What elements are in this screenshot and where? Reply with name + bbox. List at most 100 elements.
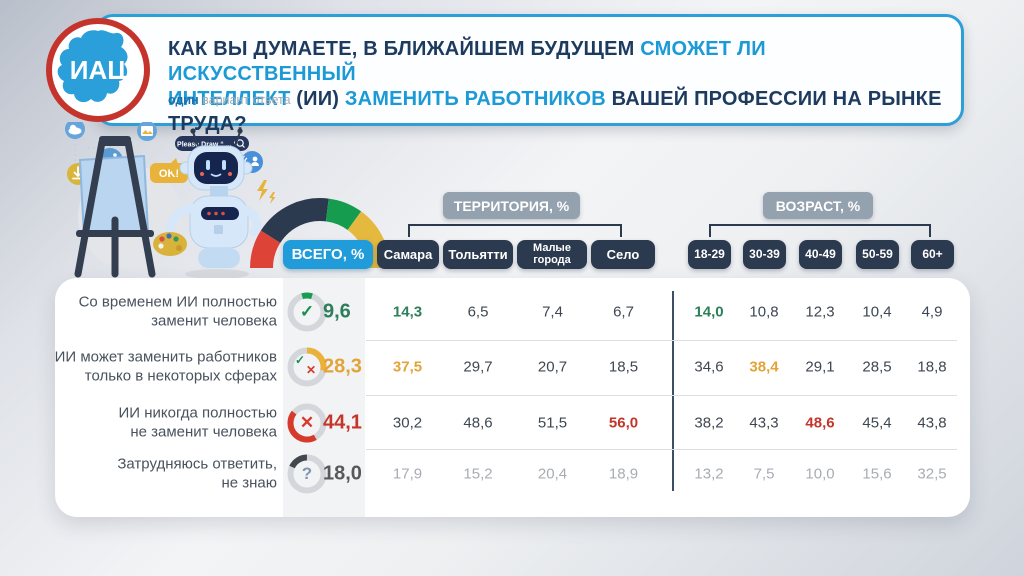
donut-glyph-check: ✓	[299, 302, 315, 321]
data-cell: 14,0	[694, 303, 724, 321]
answer-mode-note: один вариант ответа	[168, 93, 291, 107]
question-segment: ВАШЕЙ ПРОФЕССИИ НА РЫНКЕ ТРУДА?	[168, 88, 942, 135]
data-cell: 38,4	[749, 358, 779, 376]
donut-glyph-x: ✕	[299, 413, 315, 432]
answer-donut: ✕ ✓	[287, 347, 327, 387]
question-segment: ИНТЕЛЛЕКТ	[168, 88, 297, 110]
data-cell: 34,6	[694, 358, 724, 376]
data-cell: 32,5	[917, 465, 947, 483]
data-cell: 18,8	[917, 358, 947, 376]
donut-x-glyph: ✕	[306, 363, 317, 377]
data-cell: 20,4	[537, 465, 568, 483]
data-cell: 6,5	[467, 303, 489, 321]
logo-text: ИАЦ	[70, 55, 126, 85]
robot-illustration: OK! Please Draw “ ... ”	[65, 122, 276, 279]
question-segment: ЗАМЕНИТЬ РАБОТНИКОВ	[344, 88, 612, 110]
data-cell: 56,0	[608, 414, 639, 432]
data-cell: 20,7	[537, 358, 568, 376]
group-divider-line	[672, 291, 674, 491]
total-value: 28,3	[323, 355, 362, 378]
question-segment: КАК ВЫ ДУМАЕТЕ, В БЛИЖАЙШЕМ БУДУЩЕМ	[168, 38, 641, 60]
robot-body	[189, 195, 249, 249]
data-cell: 4,9	[921, 303, 943, 321]
cursor-arrow-icon	[166, 158, 178, 173]
data-cell: 7,5	[753, 465, 775, 483]
row-separator	[366, 395, 957, 396]
answer-donut: ✕	[287, 403, 327, 443]
column-pill: 60+	[911, 240, 954, 269]
answer-mode-rest: вариант ответа	[198, 93, 291, 107]
question-segment: (ИИ)	[296, 88, 345, 110]
easel	[74, 136, 156, 278]
bracket-age	[709, 224, 931, 237]
data-table-card: Со временем ИИ полностью заменит человека…	[55, 278, 970, 517]
total-value: 18,0	[323, 462, 362, 485]
data-cell: 12,3	[805, 303, 835, 321]
data-cell: 18,9	[608, 465, 639, 483]
gauge-segment-red	[250, 230, 281, 269]
data-cell: 29,7	[463, 358, 493, 376]
cloud-icon	[65, 122, 85, 139]
answer-donut: ✓	[287, 292, 327, 332]
row-label: Затрудняюсь ответить, не знаю	[117, 455, 277, 492]
data-cell: 10,4	[862, 303, 892, 321]
column-pill: 18-29	[688, 240, 731, 269]
data-cell: 29,1	[805, 358, 835, 376]
row-separator	[366, 448, 957, 450]
data-cell: 17,9	[392, 465, 423, 483]
answer-donut: ?	[287, 454, 327, 494]
column-pill: 40-49	[799, 240, 842, 269]
donut-glyph-question: ?	[301, 464, 313, 483]
data-cell: 7,4	[542, 303, 563, 321]
column-pill: Тольятти	[443, 240, 513, 269]
header-card: КАК ВЫ ДУМАЕТЕ, В БЛИЖАЙШЕМ БУДУЩЕМ СМОЖ…	[95, 14, 964, 135]
gauge-segment-navy	[260, 198, 329, 244]
column-pill: 30-39	[743, 240, 786, 269]
data-cell: 30,2	[392, 414, 423, 432]
data-cell: 13,2	[694, 465, 724, 483]
image-icon	[137, 122, 157, 141]
territory-group-header: ТЕРРИТОРИЯ, %	[443, 192, 580, 219]
total-value: 9,6	[323, 300, 351, 323]
row-label: Со временем ИИ полностью заменит человека	[78, 293, 277, 330]
age-group-header: ВОЗРАСТ, %	[763, 192, 873, 219]
dotted-connectors	[74, 132, 249, 163]
data-cell: 14,3	[392, 303, 423, 321]
total-value: 44,1	[323, 411, 362, 434]
gauge-segment-green	[325, 198, 362, 231]
data-cell: 10,0	[805, 465, 835, 483]
total-column-header: ВСЕГО, %	[283, 240, 373, 269]
data-cell: 38,2	[694, 414, 724, 432]
row-label: ИИ никогда полностью не заменит человека	[118, 404, 277, 441]
palette-icon	[153, 232, 187, 256]
data-cell: 51,5	[537, 414, 568, 432]
data-cell: 48,6	[805, 414, 835, 432]
svg-text:Please Draw “ ... ”: Please Draw “ ... ”	[177, 142, 237, 149]
question-text: КАК ВЫ ДУМАЕТЕ, В БЛИЖАЙШЕМ БУДУЩЕМ СМОЖ…	[168, 37, 948, 137]
org-logo: ИАЦ	[46, 18, 150, 122]
data-cell: 43,8	[917, 414, 947, 432]
donut-glyph-check-x: ✓	[295, 353, 306, 367]
column-pill: 50-59	[856, 240, 899, 269]
column-pill: Малые города	[517, 240, 587, 269]
column-pill: Село	[591, 240, 655, 269]
data-cell: 18,5	[608, 358, 639, 376]
region-map	[57, 30, 128, 103]
data-cell: 45,4	[862, 414, 892, 432]
row-separator	[366, 339, 957, 341]
data-cell: 43,3	[749, 414, 779, 432]
data-cell: 28,5	[862, 358, 892, 376]
answer-mode-bold: один	[168, 93, 199, 107]
data-cell: 15,6	[862, 465, 892, 483]
lightning-icon	[257, 180, 276, 204]
row-label: ИИ может заменить работников только в нек…	[55, 348, 277, 385]
data-cell: 37,5	[392, 358, 423, 376]
question-segment: СМОЖЕТ ЛИ ИСКУССТВЕННЫЙ	[168, 38, 766, 85]
data-cell: 10,8	[749, 303, 779, 321]
bracket-territory	[408, 224, 622, 237]
data-cell: 48,6	[463, 414, 493, 432]
data-cell: 6,7	[613, 303, 634, 321]
column-pill: Самара	[377, 240, 439, 269]
robot-face	[194, 152, 238, 184]
